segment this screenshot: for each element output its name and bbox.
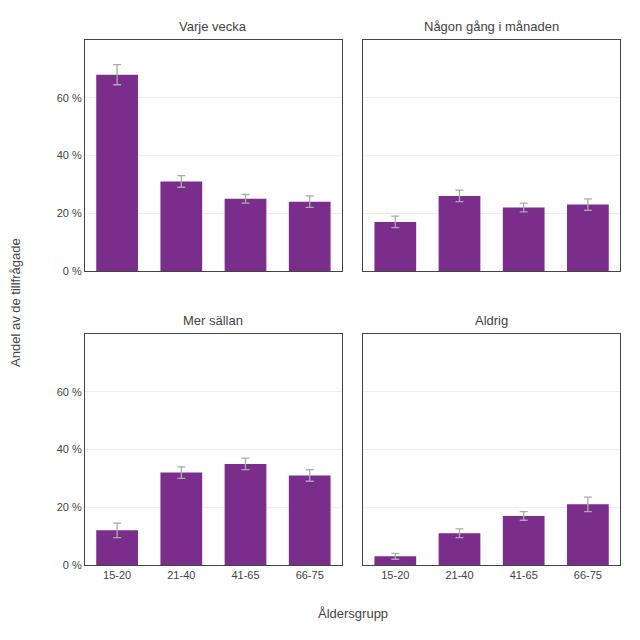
svg-text:15-20: 15-20 (381, 569, 409, 581)
svg-text:41-65: 41-65 (510, 569, 538, 581)
svg-text:66-75: 66-75 (296, 569, 324, 581)
svg-text:60 %: 60 % (57, 92, 82, 104)
svg-text:60 %: 60 % (57, 386, 82, 398)
svg-text:Åldersgrupp: Åldersgrupp (318, 606, 388, 621)
svg-text:21-40: 21-40 (167, 569, 195, 581)
svg-text:Någon gång i månaden: Någon gång i månaden (424, 19, 559, 34)
svg-text:Varje vecka: Varje vecka (179, 19, 247, 34)
svg-text:20 %: 20 % (57, 207, 82, 219)
svg-text:15-20: 15-20 (103, 569, 131, 581)
svg-text:20 %: 20 % (57, 501, 82, 513)
svg-text:21-40: 21-40 (445, 569, 473, 581)
svg-text:0 %: 0 % (63, 559, 82, 571)
svg-text:40 %: 40 % (57, 443, 82, 455)
svg-text:Mer sällan: Mer sällan (183, 313, 243, 328)
svg-text:40 %: 40 % (57, 149, 82, 161)
svg-text:66-75: 66-75 (574, 569, 602, 581)
svg-text:Aldrig: Aldrig (475, 313, 508, 328)
svg-text:0 %: 0 % (63, 265, 82, 277)
svg-text:41-65: 41-65 (231, 569, 259, 581)
svg-text:Andel av de tillfrågade: Andel av de tillfrågade (8, 238, 23, 367)
